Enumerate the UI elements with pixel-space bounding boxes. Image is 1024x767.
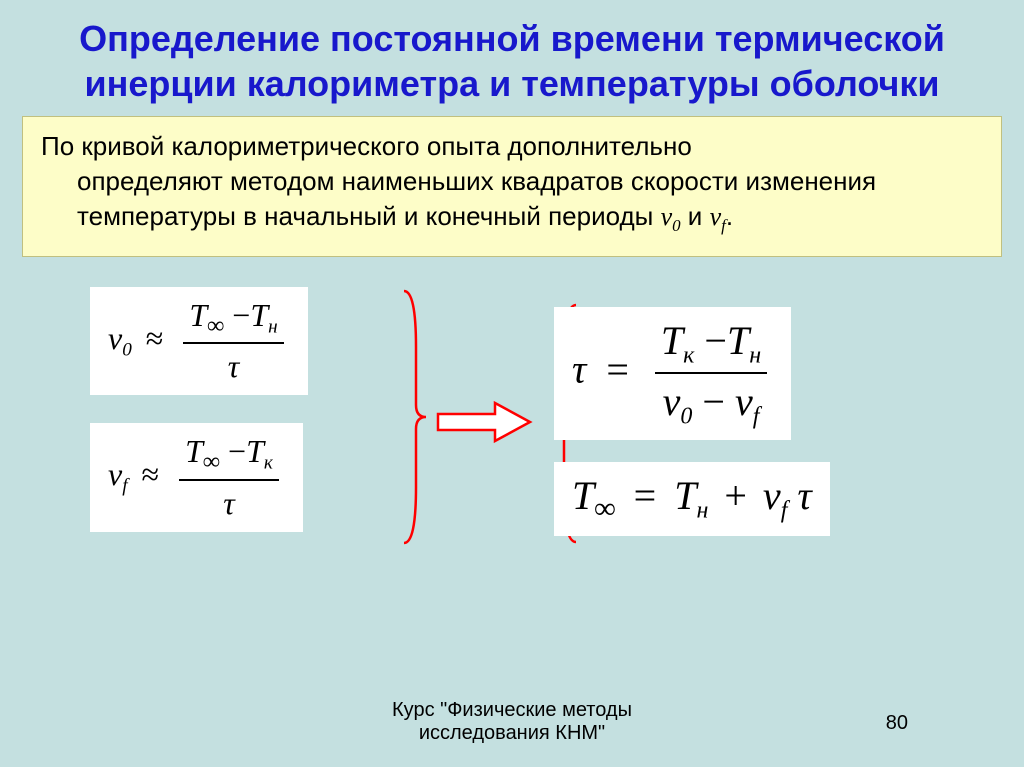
description-box: По кривой калориметрического опыта допол…: [22, 116, 1002, 257]
sym-period: .: [726, 201, 733, 231]
sym-and: и: [681, 201, 710, 231]
footer-line1: Курс "Физические методы: [392, 699, 632, 721]
page-number: 80: [886, 712, 908, 735]
desc-rest: определяют методом наименьших квадратов …: [41, 164, 983, 238]
formula-v0: v0 ≈ T∞ −Tн τ: [90, 287, 308, 395]
formula-Tinf: T∞ = Tн + vf τ: [554, 462, 830, 536]
slide-title: Определение постоянной времени термическ…: [0, 0, 1024, 116]
formula-vf: vf ≈ T∞ −Tк τ: [90, 423, 303, 531]
sym-v0: v0: [661, 202, 681, 231]
footer: Курс "Физические методы исследования КНМ…: [0, 699, 1024, 745]
sym-vf: vf: [710, 202, 726, 231]
arrow-icon: [430, 397, 540, 447]
formula-tau: τ = Tк −Tн v0 − vf: [554, 307, 791, 440]
left-bracket: [400, 287, 430, 547]
desc-line1: По кривой калориметрического опыта допол…: [41, 131, 692, 161]
desc-text: определяют методом наименьших квадратов …: [77, 166, 876, 231]
formula-area: v0 ≈ T∞ −Tн τ vf ≈ T∞ −Tк τ: [0, 287, 1024, 597]
footer-line2: исследования КНМ": [419, 722, 605, 744]
left-formulas: v0 ≈ T∞ −Tн τ vf ≈ T∞ −Tк τ: [90, 287, 370, 559]
right-formulas: τ = Tк −Tн v0 − vf T∞ = Tн + vf τ: [554, 307, 964, 558]
